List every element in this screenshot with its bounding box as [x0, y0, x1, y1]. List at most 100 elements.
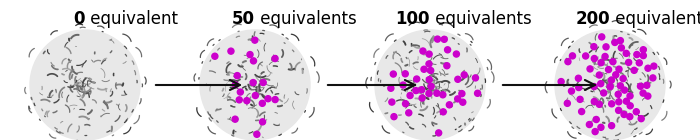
Circle shape	[602, 53, 608, 60]
Circle shape	[460, 99, 466, 105]
Circle shape	[607, 84, 613, 90]
Circle shape	[232, 116, 238, 122]
Circle shape	[612, 39, 618, 46]
Text: equivalents: equivalents	[430, 10, 532, 28]
Circle shape	[606, 66, 612, 73]
Circle shape	[592, 56, 597, 62]
Circle shape	[455, 96, 461, 102]
Circle shape	[260, 80, 266, 86]
Circle shape	[250, 80, 256, 86]
Circle shape	[612, 72, 619, 78]
Circle shape	[598, 124, 604, 130]
Circle shape	[228, 48, 234, 54]
Circle shape	[592, 129, 598, 135]
Circle shape	[591, 84, 597, 90]
Circle shape	[406, 110, 412, 116]
Circle shape	[440, 109, 447, 115]
Circle shape	[444, 63, 450, 69]
Circle shape	[473, 75, 479, 81]
Circle shape	[435, 36, 440, 42]
Circle shape	[247, 52, 253, 58]
Circle shape	[621, 111, 627, 117]
Circle shape	[259, 100, 265, 106]
Circle shape	[265, 96, 271, 102]
Circle shape	[252, 37, 258, 43]
Circle shape	[421, 66, 427, 72]
Circle shape	[254, 131, 260, 137]
Circle shape	[582, 53, 589, 59]
Circle shape	[577, 96, 583, 102]
Circle shape	[454, 51, 459, 57]
Circle shape	[252, 93, 258, 99]
Circle shape	[616, 66, 622, 72]
Circle shape	[272, 55, 278, 62]
Circle shape	[413, 88, 419, 94]
Circle shape	[575, 84, 582, 91]
Text: 200: 200	[575, 10, 610, 28]
Circle shape	[596, 72, 602, 78]
Circle shape	[620, 76, 626, 82]
Circle shape	[565, 59, 571, 65]
Circle shape	[626, 114, 633, 120]
Circle shape	[475, 90, 481, 96]
Circle shape	[212, 53, 218, 59]
Text: 50: 50	[232, 10, 255, 28]
Circle shape	[407, 93, 413, 99]
Circle shape	[624, 98, 629, 104]
Circle shape	[591, 44, 597, 50]
Circle shape	[234, 73, 240, 79]
Circle shape	[428, 83, 434, 89]
Circle shape	[622, 87, 628, 93]
Circle shape	[598, 34, 605, 40]
Circle shape	[608, 123, 615, 129]
Circle shape	[440, 92, 446, 98]
Circle shape	[435, 130, 442, 136]
Circle shape	[596, 101, 603, 107]
Circle shape	[419, 95, 425, 101]
Circle shape	[236, 97, 242, 103]
Circle shape	[426, 51, 432, 57]
Circle shape	[455, 76, 461, 82]
Circle shape	[598, 60, 604, 66]
Text: equivalents: equivalents	[255, 10, 357, 28]
Circle shape	[232, 82, 239, 88]
Circle shape	[420, 48, 426, 54]
Circle shape	[200, 30, 310, 140]
Circle shape	[391, 71, 396, 77]
Circle shape	[587, 66, 593, 72]
Text: 100: 100	[395, 10, 430, 28]
Circle shape	[615, 107, 622, 113]
Circle shape	[623, 50, 629, 56]
Circle shape	[645, 65, 651, 71]
Circle shape	[640, 53, 646, 59]
Circle shape	[638, 83, 643, 89]
Circle shape	[568, 88, 575, 94]
Circle shape	[402, 71, 408, 77]
Circle shape	[391, 114, 397, 120]
Circle shape	[30, 30, 140, 140]
Circle shape	[444, 47, 451, 53]
Circle shape	[426, 90, 432, 97]
Circle shape	[651, 63, 657, 69]
Circle shape	[617, 83, 624, 89]
Circle shape	[555, 30, 665, 140]
Circle shape	[640, 90, 646, 96]
Circle shape	[598, 81, 604, 87]
Circle shape	[244, 98, 250, 104]
Circle shape	[636, 60, 643, 66]
Circle shape	[640, 47, 646, 53]
Circle shape	[237, 89, 244, 95]
Circle shape	[461, 72, 467, 78]
Circle shape	[618, 45, 624, 51]
Circle shape	[615, 91, 621, 97]
Circle shape	[575, 75, 582, 81]
Circle shape	[375, 30, 485, 140]
Circle shape	[631, 67, 637, 73]
Circle shape	[402, 101, 409, 107]
Circle shape	[272, 97, 278, 103]
Circle shape	[400, 82, 406, 88]
Circle shape	[634, 109, 639, 115]
Circle shape	[608, 77, 615, 83]
Circle shape	[593, 116, 599, 122]
Circle shape	[426, 61, 432, 67]
